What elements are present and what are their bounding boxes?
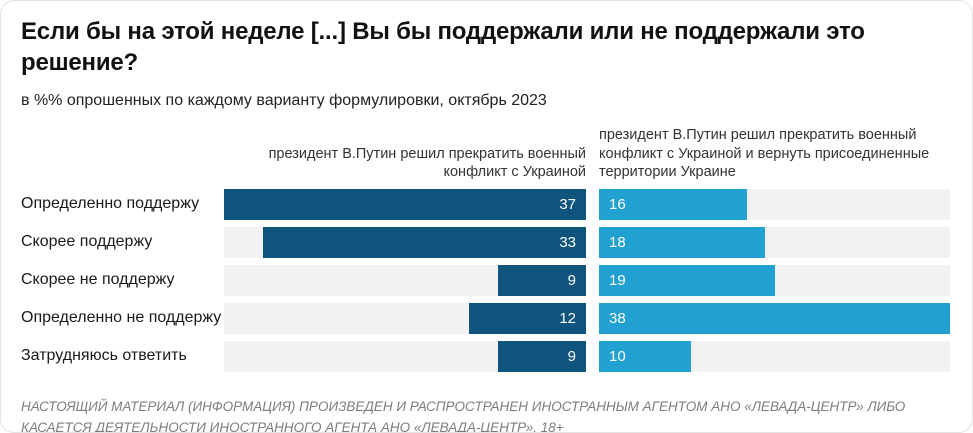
table-row: Определенно не поддержу 12 38 [21, 302, 952, 334]
table-row: Затрудняюсь ответить 9 10 [21, 340, 952, 372]
series-2-header: президент В.Путин решил прекратить военн… [599, 127, 930, 181]
category-label: Определенно поддержу [21, 195, 200, 213]
series-1-header: президент В.Путин решил прекратить военн… [268, 145, 586, 181]
category-label: Скорее не поддержу [21, 271, 175, 289]
bar-segment: 12 [468, 302, 586, 334]
bar-value-label: 19 [609, 271, 626, 289]
bar-value-label: 16 [609, 195, 626, 213]
bar-segment: 9 [497, 264, 586, 296]
bar-track: 9 [224, 264, 586, 296]
foreign-agent-disclaimer: НАСТОЯЩИЙ МАТЕРИАЛ (ИНФОРМАЦИЯ) ПРОИЗВЕД… [21, 398, 906, 433]
bar-track: 19 [599, 264, 950, 296]
bar-track: 18 [599, 226, 950, 258]
table-row: Определенно поддержу 37 16 [21, 188, 952, 220]
bar-value-label: 9 [567, 347, 576, 365]
category-label: Затрудняюсь ответить [21, 347, 187, 365]
bar-track: 12 [224, 302, 586, 334]
bar-segment: 38 [599, 302, 950, 334]
bar-value-label: 9 [567, 271, 576, 289]
bar-segment: 18 [599, 226, 766, 258]
bar-track: 37 [224, 188, 586, 220]
table-row: Скорее поддержу 33 18 [21, 226, 952, 258]
bar-value-label: 10 [609, 347, 626, 365]
page-title: Если бы на этой неделе [...] Вы бы подде… [21, 18, 865, 76]
bar-value-label: 38 [609, 309, 626, 327]
bar-segment: 9 [497, 340, 586, 372]
bar-chart: президент В.Путин решил прекратить военн… [21, 126, 952, 372]
category-label: Скорее поддержу [21, 233, 153, 251]
bar-track: 10 [599, 340, 950, 372]
bar-segment: 19 [599, 264, 775, 296]
bar-track: 16 [599, 188, 950, 220]
table-row: Скорее не поддержу 9 19 [21, 264, 952, 296]
bar-segment: 37 [224, 188, 586, 220]
bar-value-label: 37 [559, 195, 576, 213]
column-headers: президент В.Путин решил прекратить военн… [21, 126, 952, 182]
bar-value-label: 33 [559, 233, 576, 251]
bar-segment: 16 [599, 188, 747, 220]
category-label: Определенно не поддержу [21, 309, 222, 327]
chart-rows: Определенно поддержу 37 16 Скорее поддержу 3… [21, 188, 952, 372]
bar-value-label: 18 [609, 233, 626, 251]
chart-subtitle: в %% опрошенных по каждому варианту форм… [21, 92, 547, 110]
bar-segment: 10 [599, 340, 692, 372]
bar-track: 33 [224, 226, 586, 258]
bar-track: 9 [224, 340, 586, 372]
bar-segment: 33 [263, 226, 586, 258]
bar-track: 38 [599, 302, 950, 334]
bar-value-label: 12 [559, 309, 576, 327]
